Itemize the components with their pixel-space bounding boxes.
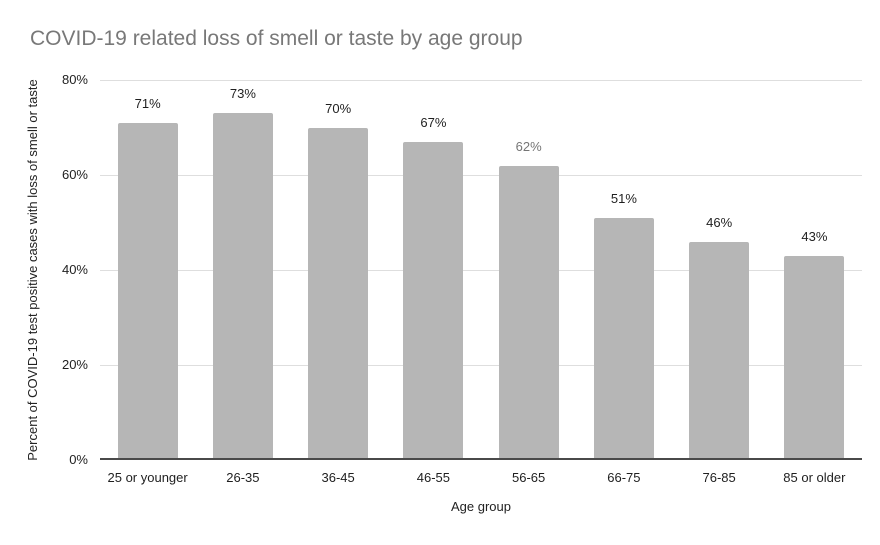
bar	[212, 113, 273, 460]
gridline	[100, 174, 862, 176]
bar-column: 67%	[386, 80, 481, 460]
bar-value-label: 73%	[229, 86, 256, 102]
bar-value-label: 46%	[706, 214, 733, 230]
bar	[403, 141, 464, 460]
x-axis-line	[100, 458, 862, 460]
bar-value-label: 71%	[134, 95, 161, 111]
bar-column: 62%	[481, 80, 576, 460]
y-tick-label: 80%	[61, 72, 88, 87]
x-tick-label: 66-75	[607, 470, 641, 485]
x-tick-label: 56-65	[512, 470, 546, 485]
y-tick-label: 60%	[61, 167, 88, 182]
bar-column: 73%	[195, 80, 290, 460]
bar-column: 46%	[672, 80, 767, 460]
x-tick-label: 26-35	[226, 470, 260, 485]
bar-column: 51%	[576, 80, 671, 460]
gridline	[100, 79, 862, 81]
bar-value-label: 43%	[801, 228, 828, 244]
plot-area: 71% 73% 70% 67% 62% 51% 46% 43%	[100, 79, 862, 460]
bars-layer: 71% 73% 70% 67% 62% 51% 46% 43%	[100, 80, 862, 460]
gridline	[100, 364, 862, 366]
x-tick-label: 76-85	[702, 470, 736, 485]
gridline	[100, 269, 862, 271]
x-tick-label: 85 or older	[783, 470, 846, 485]
chart-title: COVID-19 related loss of smell or taste …	[30, 27, 523, 50]
bar-value-label: 67%	[420, 114, 447, 130]
bar	[498, 165, 559, 460]
bar-column: 70%	[291, 80, 386, 460]
x-tick-label: 46-55	[416, 470, 450, 485]
bar	[308, 127, 369, 460]
y-tick-label: 40%	[61, 262, 88, 277]
y-tick-label: 20%	[61, 357, 88, 372]
bar-value-label: 62%	[515, 138, 542, 154]
bar-value-label: 51%	[610, 190, 637, 206]
bar	[689, 241, 750, 460]
bar-value-label: 70%	[325, 100, 352, 116]
bar-column: 71%	[100, 80, 195, 460]
y-tick-label: 0%	[69, 452, 88, 467]
bar	[117, 122, 178, 460]
x-tick-label: 25 or younger	[107, 470, 188, 485]
bar-column: 43%	[767, 80, 862, 460]
x-axis-title: Age group	[451, 499, 511, 514]
bar	[593, 217, 654, 460]
x-axis-ticks: 25 or younger 26-35 36-45 46-55 56-65 66-75 76…	[100, 462, 862, 486]
x-tick-label: 36-45	[321, 470, 355, 485]
bar	[784, 255, 845, 460]
